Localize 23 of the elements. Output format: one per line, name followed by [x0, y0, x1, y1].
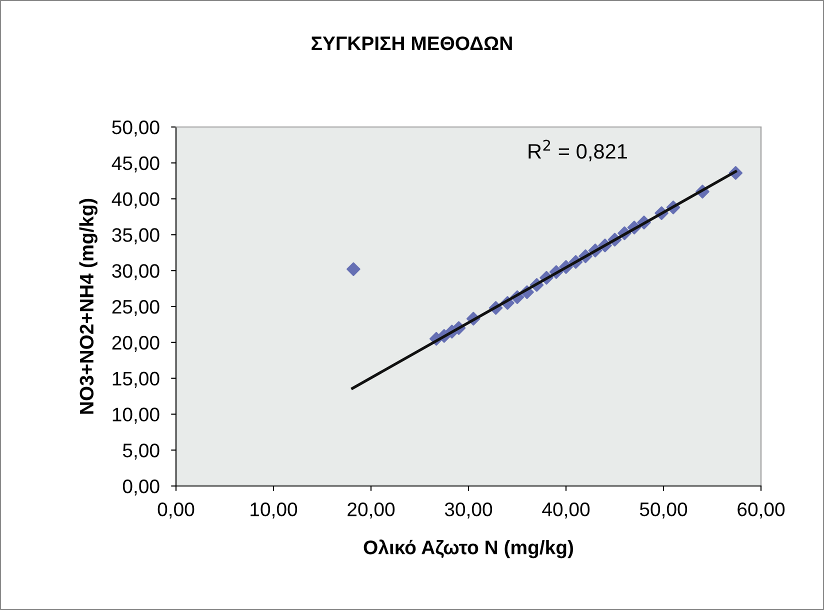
y-tick-label: 25,00 — [112, 300, 160, 316]
x-tick-label: 10,00 — [250, 502, 298, 519]
x-tick-label: 30,00 — [444, 502, 492, 519]
annotation: R$^{2}$ = 0,821 — [528, 140, 627, 162]
y-tick-label: 15,00 — [112, 372, 160, 388]
y-tick-label: 35,00 — [112, 228, 160, 244]
y-tick-label: 45,00 — [112, 156, 160, 172]
x-tick-label: 20,00 — [348, 502, 395, 519]
point — [346, 262, 360, 276]
x-tick-label: 0,00 — [158, 502, 194, 519]
y-tick-label: 0,00 — [122, 479, 160, 496]
x-tick-label: 60,00 — [738, 502, 785, 519]
y-axis-title: NO3+NO2+NH4 (mg/kg) — [79, 198, 98, 414]
y-tick-label: 10,00 — [112, 408, 160, 424]
y-tick-label: 20,00 — [112, 336, 160, 352]
y-tick-label: 50,00 — [112, 120, 160, 137]
x-tick-label: 40,00 — [542, 502, 590, 519]
y-tick-label: 40,00 — [112, 192, 160, 208]
y-tick-label: 30,00 — [112, 264, 160, 280]
chart-title: ΣΥΓΚΡΙΣΗ ΜΕΘΟΔΩΝ — [312, 36, 512, 50]
x-axis-title: Ολικό Αζωτο N (mg/kg) — [364, 540, 574, 558]
y-tick-label: 5,00 — [122, 444, 160, 460]
x-tick-label: 50,00 — [640, 502, 688, 519]
